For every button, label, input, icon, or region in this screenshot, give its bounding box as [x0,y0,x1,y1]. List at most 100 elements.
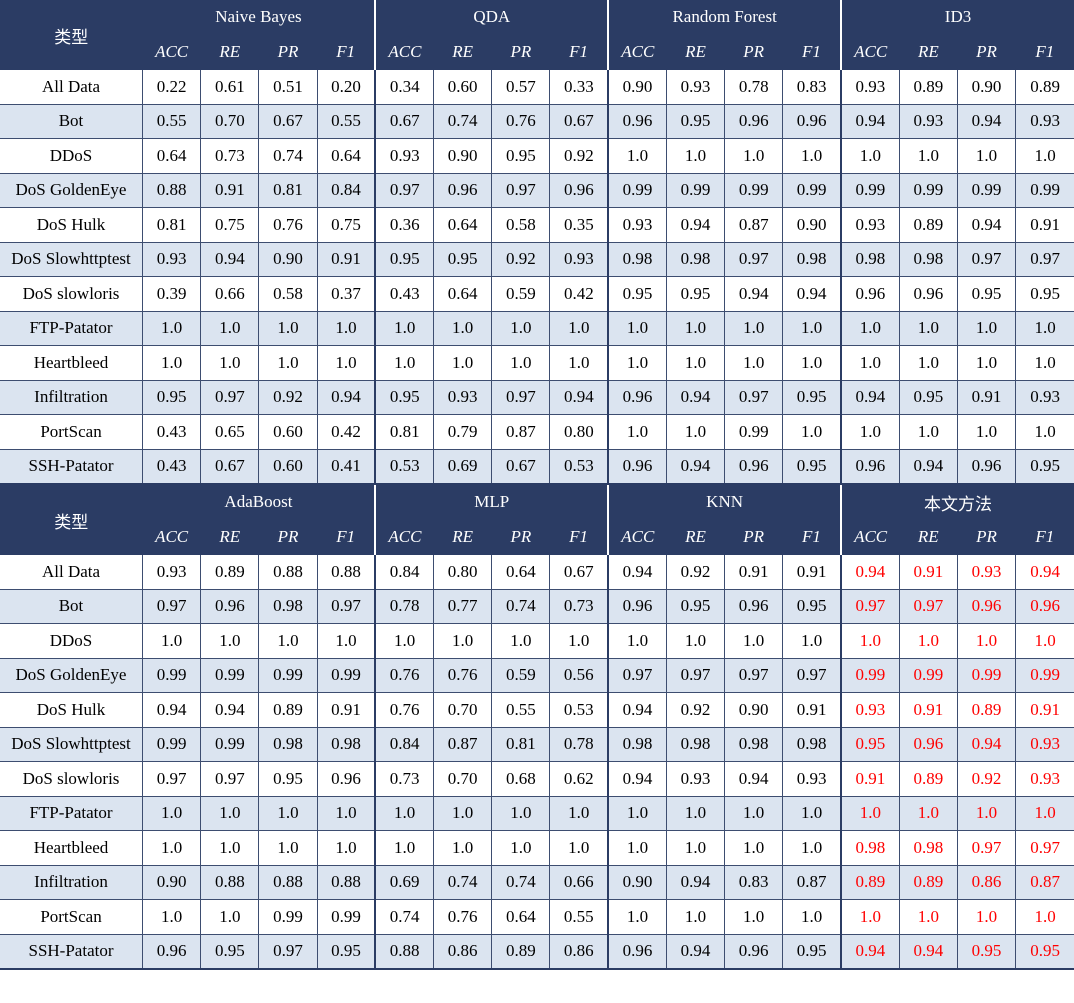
metric-value: 1.0 [200,623,259,658]
metric-value: 0.97 [724,379,783,415]
metric-value: 0.67 [374,103,434,139]
metric-value: 1.0 [724,138,783,173]
metric-value: 0.70 [200,103,259,139]
row-label: DoS GoldenEye [0,172,143,208]
metric-value: 0.90 [142,864,201,900]
metric-value: 0.88 [142,172,201,208]
metric-value: 0.87 [433,726,492,762]
metric-value: 0.97 [142,588,201,624]
metric-header-acc: ACC [607,519,667,555]
metric-value: 0.89 [258,692,318,727]
metric-value: 0.94 [956,103,1016,139]
metric-value: 1.0 [607,310,667,346]
metric-value: 0.95 [200,933,259,968]
metric-value: 0.93 [549,241,609,277]
metric-value: 0.22 [142,70,201,104]
metric-value: 0.67 [549,103,609,139]
metric-value: 0.93 [142,555,201,589]
metric-header-acc: ACC [374,34,434,70]
metric-value: 1.0 [724,310,783,346]
metric-value: 1.0 [782,310,842,346]
metrics-table: 类型 Naive Bayes QDA Random Forest ID3 ACC RE PR F… [0,0,1074,483]
metric-value: 0.92 [258,379,318,415]
metric-value: 0.99 [956,657,1016,693]
table-row: All Data 0.93 0.89 0.88 0.88 0.84 0.80 0.64 0.67… [0,555,1074,589]
metric-value: 0.58 [491,207,550,242]
metric-value: 0.90 [724,692,783,727]
metric-value: 0.94 [549,379,609,415]
metric-value: 0.68 [491,761,550,796]
metric-value: 1.0 [898,345,958,380]
table-row: PortScan 1.0 1.0 0.99 0.99 0.74 0.76 0.64 0.55 1.… [0,899,1074,934]
metric-value: 0.62 [549,761,609,796]
metric-value: 0.74 [433,864,492,900]
metric-value: 0.96 [956,588,1016,624]
metric-value: 0.88 [258,864,318,900]
metric-value: 1.0 [665,414,725,449]
table-row: Heartbleed 1.0 1.0 1.0 1.0 1.0 1.0 1.0 1.0 1.0 1.0… [0,345,1074,380]
metric-value: 0.99 [258,899,318,934]
metric-value: 0.74 [374,899,434,934]
metric-value: 0.96 [898,726,958,762]
metric-value: 0.93 [840,207,900,242]
row-label: All Data [0,70,143,104]
metric-value: 0.98 [840,241,900,277]
metric-value: 0.98 [724,726,783,762]
metric-header-f1: F1 [317,519,376,555]
row-label: Heartbleed [0,345,143,380]
metric-value: 0.89 [840,864,900,900]
metric-value: 0.93 [782,761,842,796]
metric-value: 1.0 [840,414,900,449]
metric-value: 0.37 [316,276,376,311]
metric-value: 0.99 [258,657,318,693]
metric-value: 1.0 [840,899,900,934]
metric-value: 1.0 [724,830,783,865]
metric-value: 0.99 [898,172,958,208]
metric-header-pr: PR [724,34,783,70]
metric-value: 1.0 [433,623,492,658]
metric-value: 1.0 [665,795,725,831]
metric-value: 1.0 [374,623,434,658]
metric-value: 0.94 [782,276,842,311]
metric-value: 1.0 [433,830,492,865]
metric-value: 0.96 [724,448,783,483]
row-label: Infiltration [0,379,143,415]
metric-value: 1.0 [956,310,1016,346]
metric-value: 0.94 [956,726,1016,762]
metric-value: 0.99 [200,657,259,693]
metric-value: 0.99 [1015,172,1074,208]
metric-value: 0.98 [898,241,958,277]
metric-value: 0.70 [433,692,492,727]
metric-header-re: RE [433,34,492,70]
metric-header-pr: PR [258,34,318,70]
metric-value: 0.89 [898,207,958,242]
metric-value: 0.98 [782,726,842,762]
metric-value: 1.0 [374,310,434,346]
metric-value: 1.0 [898,414,958,449]
metric-value: 0.97 [898,588,958,624]
metric-value: 0.94 [840,379,900,415]
metric-value: 1.0 [491,623,550,658]
metric-value: 0.93 [1015,726,1074,762]
metric-value: 0.91 [316,692,376,727]
metric-value: 1.0 [316,623,376,658]
metric-value: 0.94 [665,379,725,415]
metric-value: 0.78 [724,70,783,104]
metric-header-pr: PR [724,519,783,555]
metric-value: 0.97 [1015,830,1074,865]
metric-value: 0.93 [433,379,492,415]
metric-value: 0.89 [956,692,1016,727]
metric-value: 0.94 [956,207,1016,242]
metric-value: 0.98 [607,726,667,762]
metric-value: 0.93 [665,761,725,796]
metric-value: 0.94 [724,761,783,796]
results-table-2: 类型 AdaBoost MLP KNN 本文方法 ACC RE PR F1 ACC RE PR F1 AC… [0,483,1074,970]
metric-value: 0.99 [724,414,783,449]
metric-value: 1.0 [549,345,609,380]
row-label: PortScan [0,899,143,934]
metric-value: 0.94 [1015,555,1074,589]
metric-value: 0.95 [258,761,318,796]
metrics-table: 类型 AdaBoost MLP KNN 本文方法 ACC RE PR F1 ACC RE PR F1 AC… [0,485,1074,968]
metric-value: 0.96 [898,276,958,311]
metric-value: 0.91 [782,555,842,589]
